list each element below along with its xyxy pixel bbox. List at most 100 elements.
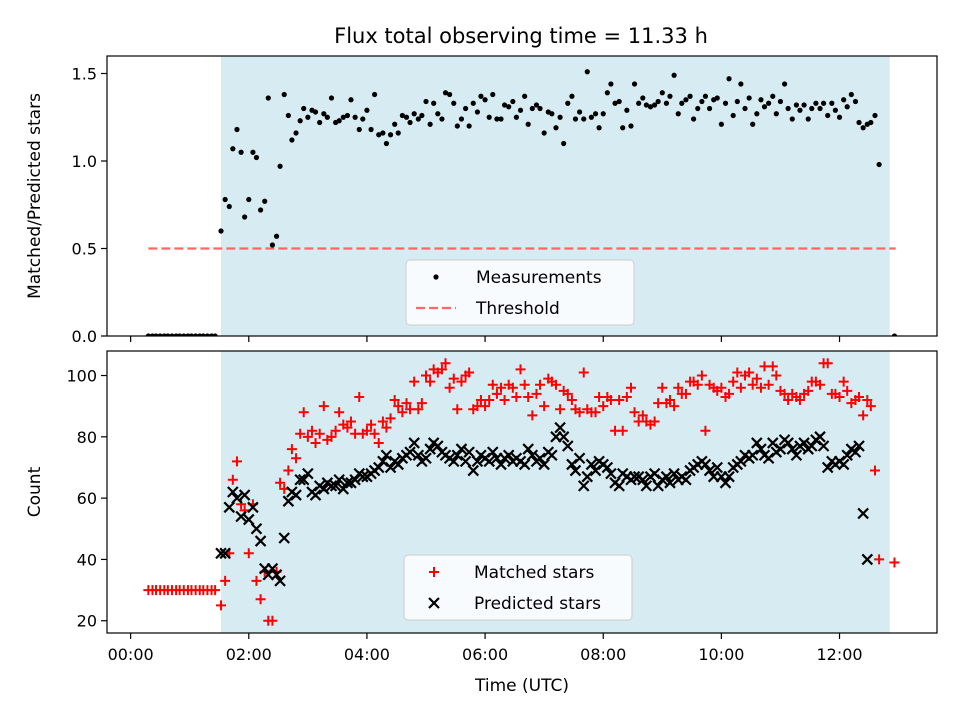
data-point bbox=[637, 410, 648, 421]
data-point bbox=[409, 376, 420, 387]
data-point bbox=[747, 379, 758, 390]
data-point bbox=[617, 425, 628, 436]
data-point bbox=[293, 130, 299, 136]
data-point bbox=[590, 407, 601, 418]
y-tick-label: 60 bbox=[77, 489, 97, 508]
data-point bbox=[876, 161, 882, 168]
data-point bbox=[451, 100, 457, 106]
data-point bbox=[419, 112, 425, 119]
data-point bbox=[255, 594, 266, 605]
data-point bbox=[842, 385, 853, 396]
data-point bbox=[668, 467, 680, 480]
data-point bbox=[702, 93, 709, 99]
data-point bbox=[572, 116, 579, 122]
data-point bbox=[458, 116, 465, 122]
data-point bbox=[333, 473, 345, 486]
data-point bbox=[719, 477, 732, 489]
count-panel: 20 40 60 80 100 00:00 02:00 04:00 06:00 08:00 10:0… bbox=[25, 350, 938, 696]
data-point bbox=[817, 440, 830, 452]
data-point bbox=[238, 489, 251, 501]
data-point bbox=[483, 455, 495, 468]
data-point bbox=[301, 105, 307, 112]
data-point bbox=[861, 553, 874, 566]
y-axis-label: Matched/Predicted stars bbox=[25, 93, 45, 299]
data-point bbox=[314, 428, 325, 439]
data-point bbox=[696, 370, 707, 381]
data-point bbox=[790, 449, 803, 461]
data-point bbox=[852, 98, 859, 105]
data-point bbox=[813, 100, 819, 106]
data-point bbox=[797, 107, 803, 113]
data-point bbox=[345, 416, 356, 427]
data-point bbox=[771, 370, 782, 381]
data-point bbox=[387, 132, 394, 138]
series-measurements bbox=[145, 69, 898, 336]
data-point bbox=[354, 391, 365, 402]
data-point bbox=[277, 163, 283, 169]
data-point bbox=[223, 501, 236, 514]
data-point bbox=[652, 480, 664, 492]
data-point bbox=[652, 102, 658, 108]
data-point bbox=[253, 154, 260, 161]
data-point bbox=[242, 214, 248, 220]
data-point bbox=[502, 449, 515, 461]
data-point bbox=[801, 102, 807, 108]
data-point bbox=[302, 431, 313, 442]
data-point bbox=[318, 401, 329, 412]
data-point bbox=[291, 453, 302, 464]
legend-marker bbox=[433, 274, 439, 280]
data-point bbox=[298, 407, 309, 418]
data-point bbox=[270, 568, 283, 581]
data-point bbox=[829, 100, 835, 106]
data-point bbox=[891, 333, 898, 336]
data-point bbox=[868, 119, 874, 126]
data-point bbox=[815, 379, 826, 390]
data-point bbox=[534, 452, 546, 465]
data-point bbox=[565, 100, 571, 106]
data-point bbox=[188, 333, 195, 336]
data-point bbox=[222, 196, 228, 203]
chart-title: Flux total observing time = 11.33 h bbox=[334, 24, 708, 48]
data-point bbox=[557, 114, 563, 120]
data-point bbox=[755, 443, 767, 455]
data-point bbox=[550, 379, 561, 390]
legend-marker bbox=[429, 567, 439, 577]
data-point bbox=[535, 379, 546, 390]
data-point bbox=[671, 72, 677, 78]
data-point bbox=[596, 125, 602, 131]
data-point bbox=[373, 437, 384, 448]
data-point bbox=[777, 98, 784, 105]
data-point bbox=[837, 458, 850, 471]
data-point bbox=[377, 416, 388, 427]
data-point bbox=[805, 116, 811, 122]
data-point bbox=[286, 444, 297, 455]
data-point bbox=[649, 416, 660, 427]
data-point bbox=[423, 98, 429, 105]
data-point bbox=[569, 93, 575, 99]
data-point bbox=[664, 477, 676, 489]
data-point bbox=[290, 489, 302, 501]
data-point bbox=[357, 470, 369, 483]
data-point bbox=[328, 95, 335, 101]
data-point bbox=[487, 379, 498, 390]
data-point bbox=[403, 114, 410, 120]
data-point bbox=[785, 105, 791, 112]
data-point bbox=[523, 391, 534, 402]
data-point bbox=[302, 467, 314, 480]
data-point bbox=[836, 114, 843, 120]
data-point bbox=[243, 513, 255, 526]
data-point bbox=[538, 458, 550, 471]
data-point bbox=[872, 112, 878, 119]
data-point bbox=[231, 492, 243, 504]
data-point bbox=[295, 428, 306, 439]
data-point bbox=[825, 112, 831, 119]
data-point bbox=[848, 91, 854, 98]
y-tick-label: 1.0 bbox=[72, 152, 97, 171]
data-point bbox=[269, 242, 276, 248]
data-point bbox=[219, 547, 231, 560]
data-point bbox=[742, 105, 748, 112]
data-point bbox=[659, 90, 665, 96]
data-point bbox=[210, 585, 221, 596]
data-point bbox=[578, 367, 589, 378]
legend: Measurements Threshold bbox=[405, 259, 635, 326]
